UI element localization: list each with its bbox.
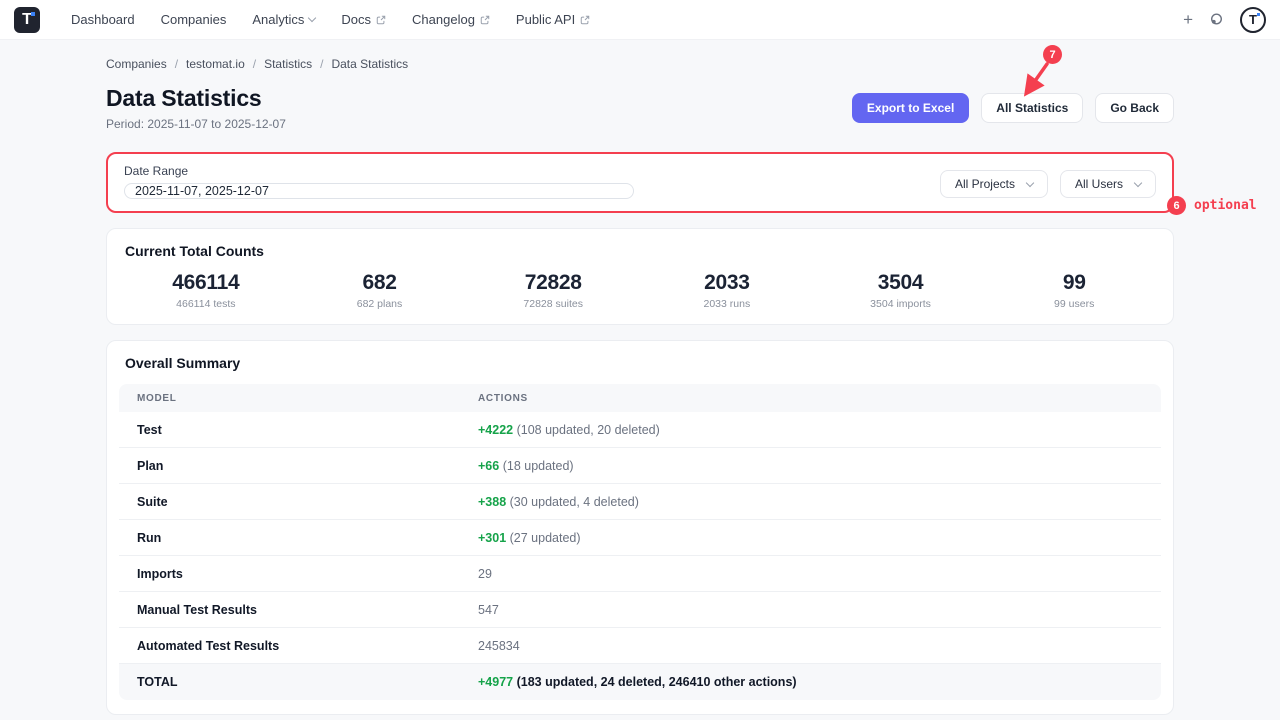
avatar-accent bbox=[1257, 12, 1260, 16]
summary-title: Overall Summary bbox=[125, 355, 241, 371]
app-logo[interactable]: T bbox=[14, 6, 40, 33]
breadcrumb-separator: / bbox=[252, 57, 257, 71]
added-count: +301 bbox=[478, 530, 507, 545]
period-text: Period: 2025-11-07 to 2025-12-07 bbox=[106, 117, 286, 131]
page-header: Data Statistics Period: 2025-11-07 to 20… bbox=[106, 85, 1174, 131]
action-details: 29 bbox=[478, 566, 492, 581]
top-navbar: T Dashboard Companies Analytics Docs Cha… bbox=[0, 0, 1280, 40]
action-details: (30 updated, 4 deleted) bbox=[509, 494, 639, 509]
table-header: Model Actions bbox=[119, 384, 1161, 412]
nav-item-dashboard[interactable]: Dashboard bbox=[71, 12, 135, 27]
nav-item-public-api[interactable]: Public API bbox=[503, 0, 603, 40]
chevron-down-icon bbox=[308, 13, 317, 23]
annotation-optional-label: optional bbox=[1194, 198, 1257, 213]
users-dropdown[interactable]: All Users bbox=[1059, 170, 1156, 198]
date-range-label: Date Range bbox=[124, 164, 189, 178]
table-row: Test +4222 (108 updated, 20 deleted) bbox=[119, 412, 1161, 448]
action-details: (183 updated, 24 deleted, 246410 other a… bbox=[516, 675, 797, 689]
nav-right-actions: + T bbox=[1183, 6, 1266, 33]
nav-item-companies[interactable]: Companies bbox=[160, 12, 227, 27]
date-range-input[interactable] bbox=[124, 183, 634, 199]
added-count: +4222 bbox=[478, 422, 514, 437]
breadcrumb-current: Data Statistics bbox=[331, 57, 409, 71]
logo-accent bbox=[31, 11, 35, 16]
nav-item-changelog[interactable]: Changelog bbox=[399, 0, 503, 40]
breadcrumb-statistics[interactable]: Statistics bbox=[264, 57, 313, 71]
action-details: (18 updated) bbox=[502, 458, 574, 473]
stat-suites: 72828 72828 suites bbox=[523, 271, 583, 310]
page-title: Data Statistics bbox=[106, 85, 262, 111]
chevron-down-icon bbox=[1133, 178, 1143, 187]
annotation-arrow bbox=[1023, 62, 1049, 97]
breadcrumb: Companies / testomat.io / Statistics / D… bbox=[106, 57, 1174, 71]
chevron-down-icon bbox=[1025, 178, 1035, 187]
totals-title: Current Total Counts bbox=[125, 243, 264, 259]
stat-imports: 3504 3504 imports bbox=[870, 271, 931, 310]
added-count: +4977 bbox=[478, 675, 514, 689]
action-details: 547 bbox=[478, 602, 499, 617]
logo-letter: T bbox=[22, 10, 32, 28]
filters-panel: Date Range All Projects All Users bbox=[106, 152, 1174, 213]
table-row: Manual Test Results 547 bbox=[119, 592, 1161, 628]
stat-users: 99 99 users bbox=[1054, 271, 1095, 310]
action-details: 245834 bbox=[478, 638, 520, 653]
added-count: +388 bbox=[478, 494, 507, 509]
breadcrumb-companies[interactable]: Companies bbox=[106, 57, 167, 71]
column-header-actions: Actions bbox=[478, 392, 528, 404]
export-to-excel-button[interactable]: Export to Excel bbox=[851, 93, 970, 123]
external-link-icon bbox=[580, 15, 590, 24]
annotation-step-7-badge: 7 bbox=[1043, 45, 1062, 64]
stat-runs: 2033 2033 runs bbox=[703, 271, 751, 310]
breadcrumb-separator: / bbox=[174, 57, 179, 71]
current-total-counts-card: Current Total Counts 466114 466114 tests… bbox=[106, 228, 1174, 325]
table-row: Automated Test Results 245834 bbox=[119, 628, 1161, 664]
nav-item-analytics[interactable]: Analytics bbox=[239, 0, 328, 40]
action-details: (27 updated) bbox=[509, 530, 581, 545]
stat-plans: 682 682 plans bbox=[356, 271, 403, 310]
table-row: Run +301 (27 updated) bbox=[119, 520, 1161, 556]
table-row: Plan +66 (18 updated) bbox=[119, 448, 1161, 484]
overall-summary-card: Overall Summary Model Actions Test +4222… bbox=[106, 340, 1174, 715]
external-link-icon bbox=[480, 15, 490, 24]
totals-stats-row: 466114 466114 tests 682 682 plans 72828 … bbox=[119, 271, 1161, 310]
added-count: +66 bbox=[478, 458, 500, 473]
avatar-letter: T bbox=[1249, 12, 1257, 27]
main-content: Companies / testomat.io / Statistics / D… bbox=[106, 40, 1174, 720]
table-row: Suite +388 (30 updated, 4 deleted) bbox=[119, 484, 1161, 520]
nav-item-docs[interactable]: Docs bbox=[328, 0, 399, 40]
breadcrumb-separator: / bbox=[320, 57, 324, 71]
nav-menu: Dashboard Companies Analytics Docs Chang… bbox=[58, 0, 603, 40]
annotation-step-6-badge: 6 bbox=[1167, 196, 1186, 215]
breadcrumb-company[interactable]: testomat.io bbox=[186, 57, 245, 71]
table-total-row: TOTAL +4977 (183 updated, 24 deleted, 24… bbox=[119, 664, 1161, 700]
stat-tests: 466114 466114 tests bbox=[172, 271, 240, 310]
action-details: (108 updated, 20 deleted) bbox=[516, 422, 660, 437]
projects-dropdown[interactable]: All Projects bbox=[939, 170, 1048, 198]
user-avatar[interactable]: T bbox=[1240, 6, 1266, 33]
go-back-button[interactable]: Go Back bbox=[1095, 93, 1174, 123]
support-icon[interactable] bbox=[1209, 12, 1224, 27]
table-row: Imports 29 bbox=[119, 556, 1161, 592]
summary-table: Model Actions Test +4222 (108 updated, 2… bbox=[119, 384, 1161, 700]
external-link-icon bbox=[376, 15, 386, 24]
column-header-model: Model bbox=[137, 392, 177, 404]
add-button[interactable]: + bbox=[1183, 10, 1193, 29]
